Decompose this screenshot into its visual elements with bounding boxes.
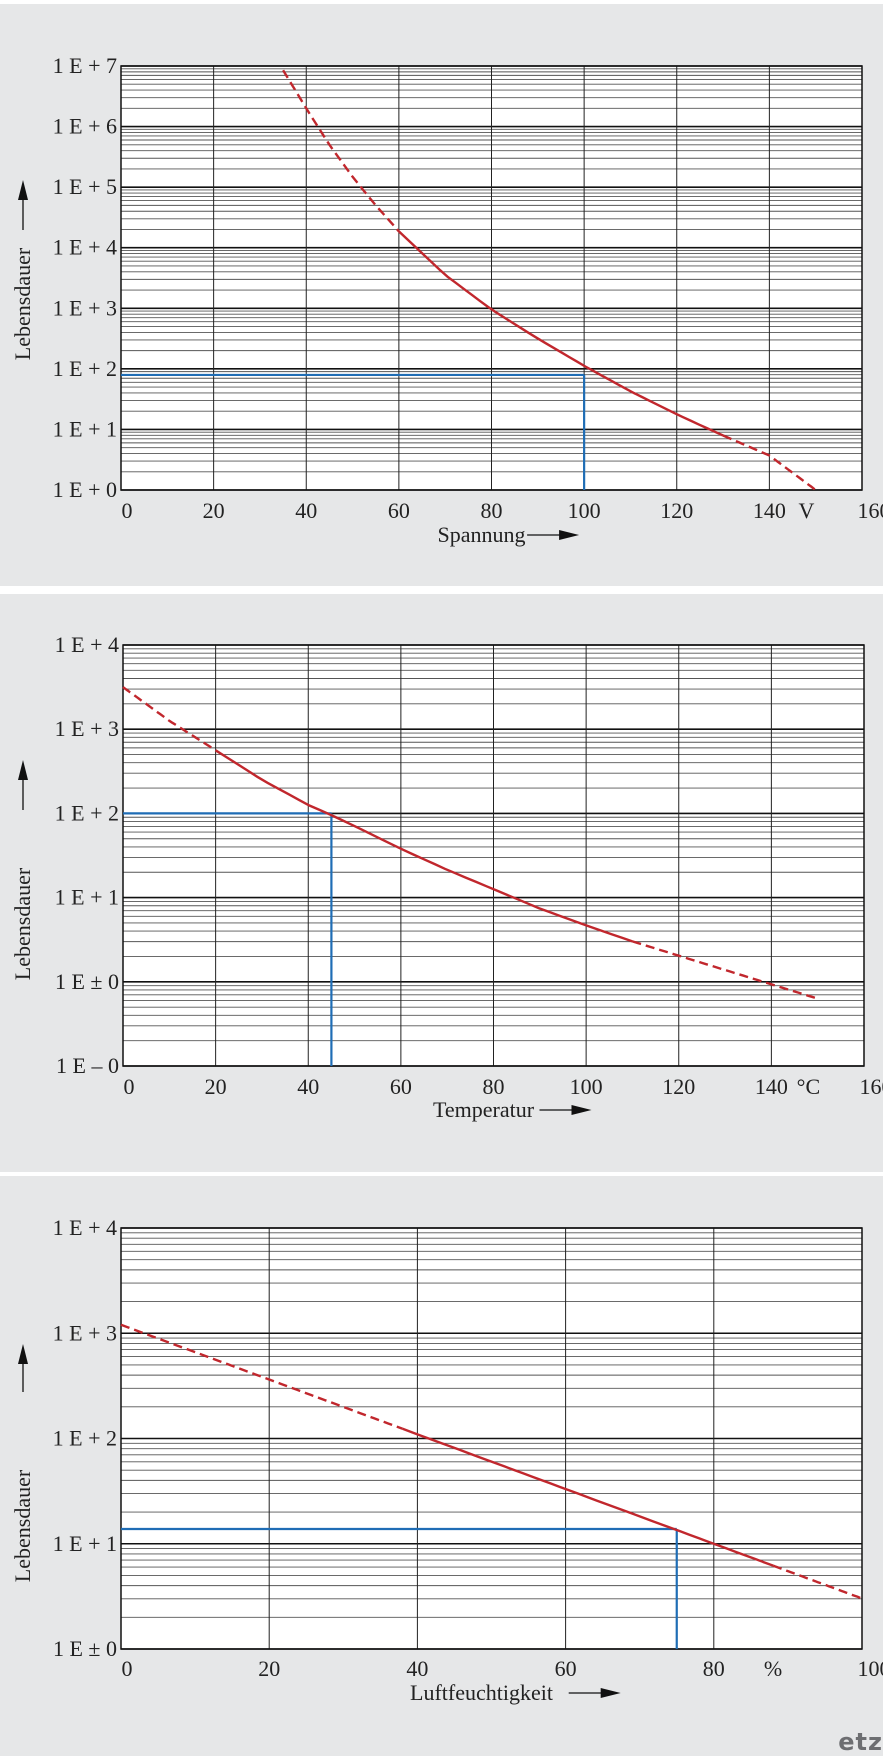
plot-frame (120, 65, 863, 491)
y-axis-title: Lebensdauer (10, 1469, 35, 1582)
plot-frame (120, 1227, 863, 1650)
x-tick-label: 140 (755, 1074, 788, 1099)
x-tick-label: 100 (570, 1074, 603, 1099)
curve-dashed-segment (772, 1564, 863, 1600)
chart-panel-voltage: 1 E + 0 1 E + 1 1 E + 2 1 E + 3 1 E + 4 1 E +… (0, 4, 883, 586)
y-tick-label: 1 E + 3 (53, 1320, 117, 1345)
y-tick-label: 1 E + 1 (55, 885, 119, 910)
chart-voltage: 1 E + 0 1 E + 1 1 E + 2 1 E + 3 1 E + 4 1 E +… (10, 53, 883, 547)
x-tick-label: 40 (297, 1074, 319, 1099)
y-tick-label: 1 E + 5 (53, 174, 117, 199)
x-tick-label: V (798, 498, 814, 523)
x-axis-title: Luftfeuchtigkeit (410, 1680, 553, 1705)
x-tick-label: % (764, 1656, 782, 1681)
x-tick-label: 100 (568, 498, 601, 523)
plot-frame (122, 644, 865, 1067)
x-tick-label: 100 (858, 1656, 883, 1681)
vertical-gridlines (120, 66, 863, 490)
x-tick-label: 60 (388, 498, 410, 523)
y-axis-title: Lebensdauer (10, 247, 35, 360)
x-tick-label: 40 (295, 498, 317, 523)
curve-dashed-segment (722, 434, 817, 491)
y-tick-label: 1 E + 0 (53, 477, 117, 502)
y-tick-label: 1 E + 7 (53, 53, 117, 78)
x-tick-label: 20 (203, 498, 225, 523)
curve-dashed-segment (122, 686, 217, 752)
x-tick-label: 160 (858, 498, 883, 523)
chart-humidity: 1 E ± 0 1 E + 1 1 E + 2 1 E + 3 1 E + 4 0 20 40… (10, 1215, 883, 1705)
y-tick-label: 1 E + 1 (53, 1531, 117, 1556)
x-tick-label: 80 (703, 1656, 725, 1681)
y-axis-arrow-head (18, 760, 28, 780)
y-tick-label: 1 E ± 0 (55, 969, 119, 994)
y-tick-label: 1 E + 1 (53, 416, 117, 441)
x-axis-arrow-head (600, 1688, 621, 1698)
x-axis-arrow-head (559, 530, 580, 540)
y-axis-arrow-head (18, 180, 28, 200)
y-tick-label: 1 E + 2 (53, 1426, 117, 1451)
y-tick-label: 1 E + 4 (53, 1215, 117, 1240)
y-axis-arrow-head (18, 1344, 28, 1364)
x-tick-label: 40 (406, 1656, 428, 1681)
x-tick-label: 60 (555, 1656, 577, 1681)
y-tick-label: 1 E + 2 (53, 356, 117, 381)
y-tick-label: 1 E + 2 (55, 800, 119, 825)
x-tick-label: 0 (122, 498, 133, 523)
y-tick-label: 1 E + 3 (55, 716, 119, 741)
y-tick-label: 1 E + 6 (53, 114, 117, 139)
x-tick-label: 0 (122, 1656, 133, 1681)
curve-dashed-segment (282, 69, 400, 233)
x-tick-label: 80 (483, 1074, 505, 1099)
x-tick-label: 140 (753, 498, 786, 523)
x-tick-label: 20 (258, 1656, 280, 1681)
x-tick-label: 120 (660, 498, 693, 523)
x-axis-arrow-head (571, 1105, 592, 1115)
y-tick-label: 1 E + 4 (55, 632, 119, 657)
chart-temperature: 1 E – 0 1 E ± 0 1 E + 1 1 E + 2 1 E + 3 1 E +… (10, 632, 883, 1122)
minor-gridlines (121, 1232, 862, 1618)
y-tick-label: 1 E ± 0 (53, 1636, 117, 1661)
curve-dashed-segment (120, 1323, 404, 1430)
x-tick-label: 80 (481, 498, 503, 523)
x-tick-label: °C (797, 1074, 820, 1099)
x-tick-label: 160 (860, 1074, 883, 1099)
curve-dashed-segment (632, 940, 819, 1000)
x-tick-label: 60 (390, 1074, 412, 1099)
x-axis-title: Spannung (438, 522, 526, 547)
curve-solid-segment (398, 230, 724, 437)
chart-panel-temperature: 1 E – 0 1 E ± 0 1 E + 1 1 E + 2 1 E + 3 1 E +… (0, 594, 883, 1172)
x-tick-label: 120 (662, 1074, 695, 1099)
curve-solid-segment (214, 749, 633, 943)
y-axis-title: Lebensdauer (10, 867, 35, 980)
y-tick-label: 1 E + 4 (53, 235, 117, 260)
chart-panel-humidity: 1 E ± 0 1 E + 1 1 E + 2 1 E + 3 1 E + 4 0 20 40… (0, 1176, 883, 1756)
y-tick-label: 1 E + 3 (53, 295, 117, 320)
x-tick-label: 20 (205, 1074, 227, 1099)
y-tick-label: 1 E – 0 (56, 1053, 119, 1078)
x-tick-label: 0 (124, 1074, 135, 1099)
curve-solid-segment (402, 1427, 774, 1567)
etz-logo: etz (838, 1728, 883, 1756)
x-axis-title: Temperatur (433, 1097, 535, 1122)
